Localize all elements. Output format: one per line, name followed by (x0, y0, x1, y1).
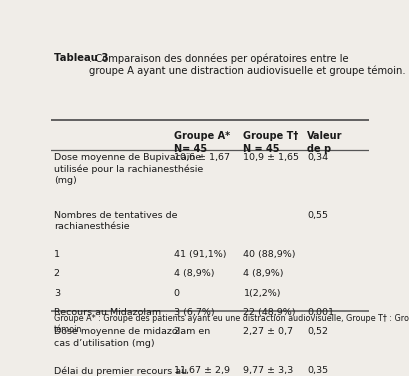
Text: Groupe A* : Groupe des patients ayant eu une distraction audiovisuelle, Groupe T: Groupe A* : Groupe des patients ayant eu… (54, 314, 409, 335)
Text: 9,77 ± 3,3: 9,77 ± 3,3 (243, 366, 293, 375)
Text: Dose moyenne de midazolam en
cas d’utilisation (mg): Dose moyenne de midazolam en cas d’utili… (54, 327, 209, 348)
Text: 10,6 ± 1,67: 10,6 ± 1,67 (173, 153, 229, 162)
Text: 3 (6,7%): 3 (6,7%) (173, 308, 213, 317)
Text: . Comparaison des données per opératoires entre le
groupe A ayant une distractio: . Comparaison des données per opératoire… (89, 53, 405, 76)
Text: 40 (88,9%): 40 (88,9%) (243, 250, 295, 259)
Text: 10,9 ± 1,65: 10,9 ± 1,65 (243, 153, 299, 162)
Text: Nombres de tentatives de
rachianesthésie: Nombres de tentatives de rachianesthésie (54, 211, 177, 232)
Text: 2: 2 (54, 269, 60, 278)
Text: 11,67 ± 2,9: 11,67 ± 2,9 (173, 366, 229, 375)
Text: Groupe T†
N = 45: Groupe T† N = 45 (243, 130, 298, 154)
Text: 2: 2 (173, 327, 179, 337)
Text: 4 (8,9%): 4 (8,9%) (243, 269, 283, 278)
Text: 0,34: 0,34 (306, 153, 327, 162)
Text: 0: 0 (173, 289, 179, 298)
Text: 1(2,2%): 1(2,2%) (243, 289, 280, 298)
Text: 1: 1 (54, 250, 60, 259)
Text: 0,001: 0,001 (306, 308, 333, 317)
Text: 0,52: 0,52 (306, 327, 327, 337)
Text: Délai du premier recours au
midazolam (min): Délai du premier recours au midazolam (m… (54, 366, 187, 376)
Text: 3: 3 (54, 289, 60, 298)
Text: Dose moyenne de Bupivacaïne
utilisée pour la rachianesthésie
(mg): Dose moyenne de Bupivacaïne utilisée pou… (54, 153, 202, 185)
Text: Groupe A*
N= 45: Groupe A* N= 45 (173, 130, 229, 154)
Text: 4 (8,9%): 4 (8,9%) (173, 269, 213, 278)
Text: Valeur
de p: Valeur de p (306, 130, 342, 154)
Text: Tableau 3: Tableau 3 (54, 53, 108, 63)
Text: 41 (91,1%): 41 (91,1%) (173, 250, 225, 259)
Text: 0,55: 0,55 (306, 211, 327, 220)
Text: Recours au Midazolam: Recours au Midazolam (54, 308, 160, 317)
Text: 22 (48,9%): 22 (48,9%) (243, 308, 295, 317)
Text: 2,27 ± 0,7: 2,27 ± 0,7 (243, 327, 293, 337)
Text: 0,35: 0,35 (306, 366, 327, 375)
